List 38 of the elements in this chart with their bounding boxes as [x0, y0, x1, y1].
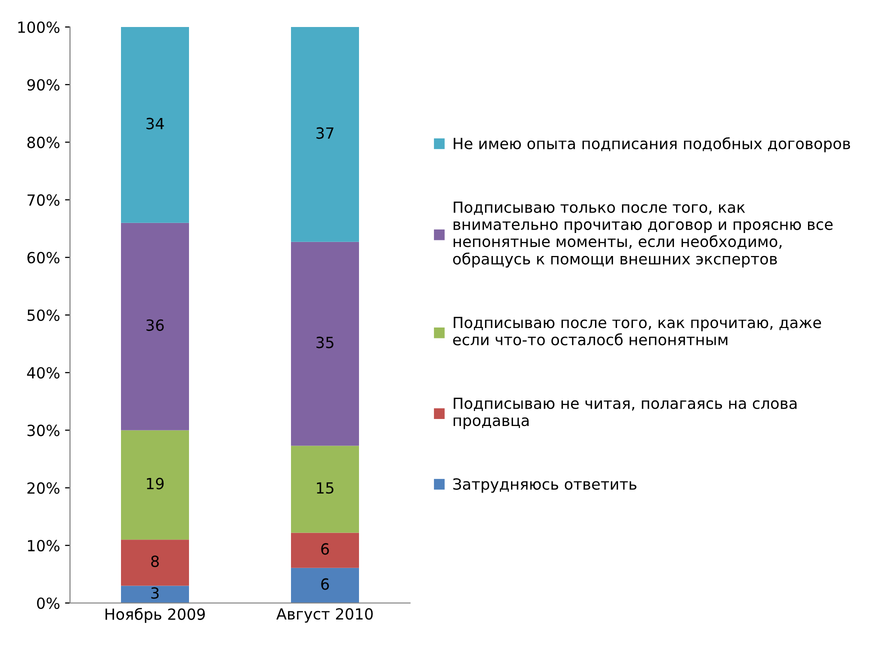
legend-label: Подписываю только после того, как внимательно прочитаю договор и проясню все непонятные моменты, если необходимо, обращусь к помощи внешних экспертов	[453, 202, 833, 268]
y-tick-label: 90%	[27, 79, 60, 91]
bar	[291, 242, 359, 446]
legend-label: Подписываю после того, как прочитаю, даже если что-то осталосб непонятным	[453, 316, 822, 346]
y-tick-label: 0%	[37, 597, 60, 610]
y-tick-label: 20%	[27, 482, 60, 494]
data-label: 19	[146, 478, 164, 490]
y-tick-label: 70%	[28, 194, 60, 206]
data-label: 35	[316, 336, 334, 348]
y-tick-label: 40%	[27, 367, 60, 379]
bar	[121, 540, 189, 586]
bar	[291, 446, 359, 533]
y-tick-label: 30%	[27, 424, 60, 436]
data-label: 6	[321, 578, 329, 590]
legend-label: Подписываю не читая, полагаясь на слова продавца	[454, 398, 797, 430]
bar	[291, 532, 359, 568]
x-tick-label: Ноябрь 2009	[106, 608, 205, 623]
legend-label: Затрудняюсь ответить	[453, 478, 636, 493]
data-label: 15	[316, 482, 334, 494]
data-label: 34	[146, 118, 164, 130]
bar	[291, 27, 359, 242]
y-tick-label: 50%	[28, 309, 60, 322]
y-tick-label: 100%	[18, 21, 60, 34]
y-tick-label: 60%	[27, 252, 60, 264]
data-label: 8	[151, 556, 159, 568]
y-tick-label: 10%	[28, 540, 60, 552]
x-tick-label: Август 2010	[276, 608, 373, 623]
bar	[121, 222, 189, 430]
bar	[121, 27, 189, 223]
bar	[121, 430, 189, 540]
y-tick-label: 80%	[27, 136, 60, 148]
data-label: 6	[321, 543, 329, 555]
bar	[291, 568, 359, 603]
data-label: 36	[146, 319, 164, 331]
data-label: 37	[316, 127, 334, 139]
data-label: 3	[151, 587, 159, 599]
bar	[121, 586, 189, 603]
legend-label: Не имею опыта подписания подобных договоров	[454, 137, 850, 152]
